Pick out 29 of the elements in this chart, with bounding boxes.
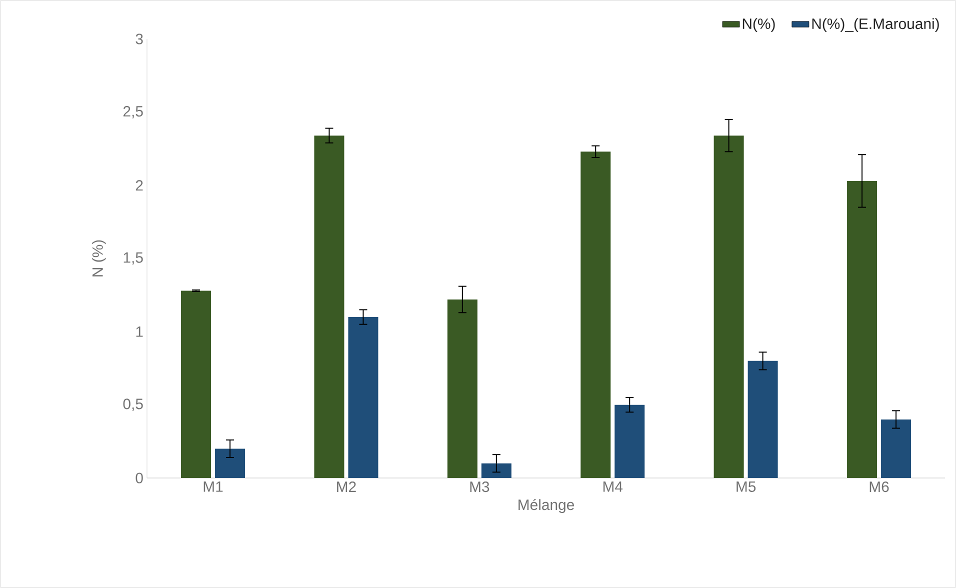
bar bbox=[314, 136, 344, 478]
bar bbox=[847, 180, 878, 478]
bar bbox=[481, 463, 512, 478]
y-tick-label: 0,5 bbox=[123, 398, 143, 411]
bar bbox=[181, 290, 212, 478]
bar bbox=[614, 404, 645, 478]
bar bbox=[447, 299, 478, 478]
y-tick-label: 2 bbox=[136, 180, 143, 191]
legend-label: N(%)_(E.Marouani) bbox=[812, 18, 939, 32]
bar bbox=[348, 317, 378, 478]
y-tick-label: 1 bbox=[136, 326, 143, 337]
y-tick-label: 2,5 bbox=[123, 106, 143, 118]
bar bbox=[714, 136, 744, 478]
bar bbox=[881, 419, 912, 478]
bar bbox=[748, 360, 778, 478]
x-tick-label: M4 bbox=[603, 482, 623, 492]
bar bbox=[215, 448, 246, 478]
x-tick-label: M1 bbox=[204, 482, 223, 492]
x-axis-title: Mélange bbox=[518, 498, 574, 514]
x-tick-label: M6 bbox=[870, 482, 889, 492]
y-tick-label: 1,5 bbox=[124, 252, 143, 265]
y-axis-title: N (%) bbox=[92, 240, 106, 276]
y-tick-label: 0 bbox=[136, 472, 143, 484]
legend-label: N(%) bbox=[742, 18, 775, 32]
x-tick-label: M2 bbox=[337, 482, 356, 492]
y-tick-label: 3 bbox=[136, 34, 143, 44]
bar bbox=[580, 152, 611, 478]
x-tick-label: M5 bbox=[736, 482, 756, 492]
x-tick-label: M3 bbox=[470, 482, 490, 492]
